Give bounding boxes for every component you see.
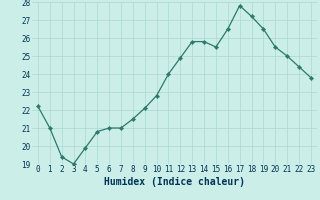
X-axis label: Humidex (Indice chaleur): Humidex (Indice chaleur): [104, 177, 245, 187]
